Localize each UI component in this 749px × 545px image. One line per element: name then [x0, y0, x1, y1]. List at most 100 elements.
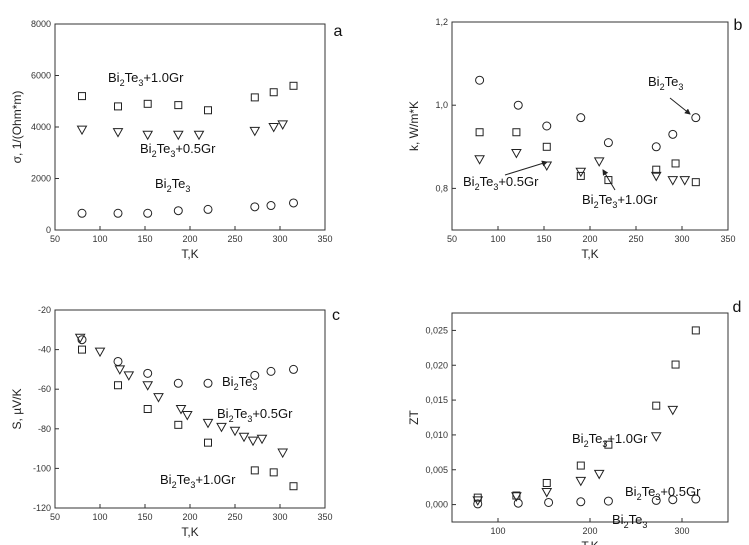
series-annotation: Bi2Te3+0.5Gr — [217, 406, 293, 424]
data-point-triangle — [172, 130, 184, 141]
x-tick-label: 300 — [272, 512, 287, 522]
panel-c: 50 100 150 200 250 300 350 -120 -100 -80 -60 -40 -20… — [10, 305, 340, 539]
data-point-triangle — [511, 492, 522, 502]
data-point-square — [691, 326, 700, 335]
data-point-square — [671, 360, 680, 369]
data-point-circle — [691, 494, 701, 504]
data-point-circle — [113, 208, 123, 218]
y-tick-label: 0,015 — [425, 395, 448, 405]
data-point-triangle — [575, 167, 587, 178]
data-point-circle — [542, 121, 552, 131]
data-point-circle — [289, 198, 298, 208]
data-point-circle — [250, 202, 260, 212]
annotation-arrow — [602, 169, 616, 191]
data-point-square — [473, 493, 482, 502]
data-point-square — [576, 461, 585, 470]
series-annotation: Bi2Te3 — [648, 74, 683, 92]
series-Bi2Te3 — [475, 75, 701, 152]
data-point-circle — [77, 208, 87, 218]
data-point-circle — [266, 366, 276, 376]
data-point-triangle — [650, 171, 662, 182]
data-point-triangle — [74, 333, 86, 344]
data-point-circle — [691, 113, 701, 123]
data-point-circle — [513, 100, 523, 110]
data-point-square — [269, 468, 278, 477]
series-annotation: Bi2Te3+1.0Gr — [582, 192, 658, 210]
data-point-triangle — [238, 432, 250, 443]
data-point-square — [269, 88, 278, 97]
data-point-circle — [668, 495, 678, 505]
data-point-triangle — [142, 381, 154, 391]
data-point-triangle — [256, 434, 268, 445]
data-point-triangle — [650, 432, 662, 442]
data-point-square — [78, 345, 86, 354]
data-point-triangle — [193, 130, 205, 141]
y-tick-label: -20 — [38, 305, 51, 315]
x-tick-label: 350 — [720, 234, 735, 244]
x-tick-label: 50 — [50, 234, 60, 244]
data-point-triangle — [679, 176, 691, 186]
data-point-square — [204, 438, 212, 447]
y-axis-label: k, W/m*K — [407, 101, 421, 151]
y-axis-label: ZT — [407, 410, 421, 425]
data-point-square — [250, 93, 259, 102]
y-tick-label: -120 — [33, 503, 51, 513]
data-point-circle — [77, 335, 87, 345]
y-tick-label: 1,0 — [435, 100, 448, 110]
y-tick-label: 2000 — [31, 174, 51, 184]
x-axis-label: T,K — [581, 539, 598, 545]
data-point-triangle — [216, 422, 227, 433]
data-point-square — [604, 176, 613, 185]
x-tick-label: 200 — [582, 234, 597, 244]
panel-label: a — [334, 23, 343, 40]
data-point-square — [289, 81, 298, 90]
data-point-triangle — [593, 157, 605, 167]
data-point-circle — [203, 204, 213, 214]
data-point-square — [174, 420, 183, 429]
x-tick-label: 100 — [92, 234, 107, 244]
x-tick-label: 250 — [227, 234, 242, 244]
x-tick-label: 150 — [137, 512, 152, 522]
y-tick-label: 0,025 — [425, 325, 448, 335]
data-point-square — [652, 165, 661, 174]
data-point-square — [671, 159, 680, 168]
series-Bi2Te3+1.0Gr — [78, 345, 298, 491]
data-point-triangle — [123, 371, 135, 381]
panel-label: c — [332, 307, 340, 324]
data-point-square — [250, 466, 259, 475]
data-point-square — [652, 401, 661, 410]
x-tick-label: 150 — [536, 234, 551, 244]
series-annotation: Bi2Te3+1.0Gr — [572, 431, 648, 449]
data-point-square — [475, 128, 484, 137]
annotation-arrow — [504, 160, 548, 176]
data-point-triangle — [268, 123, 280, 133]
series-annotation: Bi2Te3+1.0Gr — [160, 472, 236, 490]
series-annotation: Bi2Te3 — [612, 512, 647, 530]
data-point-triangle — [76, 125, 88, 136]
y-tick-label: 0,020 — [425, 360, 448, 370]
data-point-triangle — [667, 405, 679, 416]
x-axis-label: T,K — [581, 247, 598, 261]
y-tick-label: -60 — [38, 384, 51, 394]
y-tick-label: 0,000 — [425, 500, 448, 510]
plot-frame — [54, 23, 326, 231]
x-axis-label: T,K — [181, 247, 198, 261]
series-Bi2Te3 — [473, 494, 701, 509]
series-Bi2Te3+1.0Gr — [473, 326, 700, 502]
x-tick-label: 250 — [628, 234, 643, 244]
x-tick-label: 300 — [674, 526, 689, 536]
panel-b: 50 100 150 200 250 300 350 0,8 1,0 1,2 T,K k, W/m*K… — [407, 17, 743, 261]
data-point-circle — [203, 378, 213, 388]
data-point-square — [576, 171, 585, 180]
data-point-triangle — [247, 436, 259, 447]
y-axis-label: S, µV/K — [10, 389, 24, 430]
data-point-circle — [576, 497, 586, 507]
x-tick-label: 200 — [182, 512, 197, 522]
series-Bi2Te3+1.0Gr — [475, 128, 700, 187]
data-point-square — [512, 128, 521, 137]
data-point-triangle — [474, 155, 485, 165]
data-point-triangle — [181, 410, 193, 421]
data-point-circle — [113, 356, 123, 366]
data-point-circle — [266, 201, 276, 211]
